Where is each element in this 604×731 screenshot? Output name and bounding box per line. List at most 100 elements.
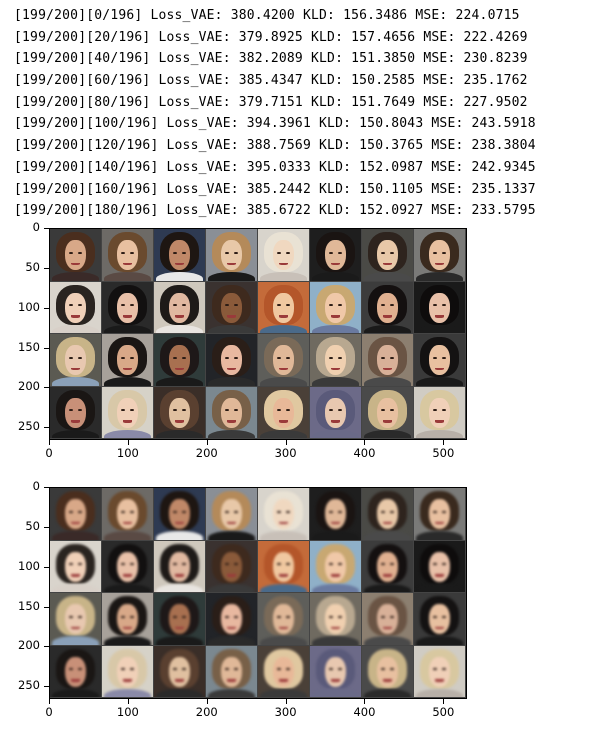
log-line: [199/200][40/196] Loss_VAE: 382.2089 KLD… (14, 51, 528, 67)
x-tick-mark (206, 699, 208, 704)
face-image (102, 386, 154, 439)
y-tick-mark (44, 606, 49, 608)
x-tick-mark (364, 699, 366, 704)
log-line: [199/200][80/196] Loss_VAE: 379.7151 KLD… (14, 94, 528, 110)
log-line: [199/200][140/196] Loss_VAE: 395.0333 KL… (14, 159, 536, 175)
face-image (414, 386, 466, 439)
face-image-grid (50, 229, 466, 439)
face-image (154, 334, 206, 387)
face-image (310, 229, 362, 282)
face-image (206, 281, 258, 334)
image-grid-axes (49, 228, 467, 440)
face-image (154, 229, 206, 282)
y-tick-mark (44, 566, 49, 568)
y-tick-mark (44, 487, 49, 488)
face-image (154, 540, 206, 593)
original-images-plot: 0 50 100 150 200 250 0 100 200 300 400 500 (0, 220, 604, 472)
x-tick-mark (443, 440, 445, 445)
y-tick-mark (44, 526, 49, 528)
y-tick-mark (44, 228, 49, 229)
face-image (362, 229, 414, 282)
face-image (50, 386, 102, 439)
face-image (206, 540, 258, 593)
face-image (310, 281, 362, 334)
face-image (414, 645, 466, 698)
face-image (102, 334, 154, 387)
face-image (414, 540, 466, 593)
x-tick-mark (285, 699, 287, 704)
x-tick-mark (285, 440, 287, 445)
x-tick-label: 0 (45, 446, 53, 460)
log-line: [199/200][100/196] Loss_VAE: 394.3961 KL… (14, 116, 536, 132)
y-tick-label: 150 (18, 339, 40, 354)
y-tick-label: 250 (18, 678, 40, 693)
x-tick-label: 0 (45, 705, 53, 719)
face-image (102, 645, 154, 698)
face-image (206, 593, 258, 646)
face-image (50, 229, 102, 282)
y-tick-mark (44, 307, 49, 309)
face-image (154, 386, 206, 439)
face-image (310, 386, 362, 439)
face-image (310, 593, 362, 646)
face-image (50, 488, 102, 541)
face-image (362, 645, 414, 698)
face-image (50, 593, 102, 646)
y-tick-label: 100 (18, 299, 40, 314)
x-tick-mark (127, 440, 129, 445)
face-image (206, 334, 258, 387)
log-line: [199/200][60/196] Loss_VAE: 385.4347 KLD… (14, 73, 528, 89)
face-image (206, 645, 258, 698)
face-image (258, 334, 310, 387)
face-image (102, 540, 154, 593)
y-tick-label: 100 (18, 558, 40, 573)
face-image (102, 593, 154, 646)
x-tick-label: 200 (195, 705, 218, 719)
x-tick-mark (49, 699, 50, 704)
face-image (154, 281, 206, 334)
y-tick-mark (44, 686, 49, 688)
face-image (154, 645, 206, 698)
face-image (310, 540, 362, 593)
face-image (362, 488, 414, 541)
face-image (258, 386, 310, 439)
x-tick-label: 500 (432, 446, 455, 460)
face-image (362, 281, 414, 334)
y-tick-mark (44, 347, 49, 349)
log-line: [199/200][180/196] Loss_VAE: 385.6722 KL… (14, 203, 536, 219)
face-image (414, 488, 466, 541)
x-tick-label: 200 (195, 446, 218, 460)
face-image (102, 488, 154, 541)
face-image (362, 540, 414, 593)
face-image-grid (50, 488, 466, 698)
face-image (206, 488, 258, 541)
x-tick-label: 100 (116, 705, 139, 719)
face-image (362, 386, 414, 439)
y-tick-label: 50 (25, 259, 40, 274)
x-tick-label: 100 (116, 446, 139, 460)
x-tick-label: 400 (353, 705, 376, 719)
face-image (258, 281, 310, 334)
face-image (50, 540, 102, 593)
training-log: [199/200][0/196] Loss_VAE: 380.4200 KLD:… (14, 5, 599, 222)
x-tick-mark (364, 440, 366, 445)
y-tick-label: 0 (32, 479, 40, 493)
log-line: [199/200][160/196] Loss_VAE: 385.2442 KL… (14, 181, 536, 197)
x-tick-label: 500 (432, 705, 455, 719)
face-image (154, 488, 206, 541)
face-image (258, 488, 310, 541)
face-image (362, 334, 414, 387)
face-image (50, 281, 102, 334)
face-image (50, 334, 102, 387)
y-tick-label: 150 (18, 598, 40, 613)
x-tick-label: 300 (274, 705, 297, 719)
y-tick-mark (44, 267, 49, 269)
face-image (50, 645, 102, 698)
face-image (414, 334, 466, 387)
face-image (414, 229, 466, 282)
y-tick-mark (44, 646, 49, 648)
face-image (206, 386, 258, 439)
x-tick-label: 400 (353, 446, 376, 460)
x-tick-label: 300 (274, 446, 297, 460)
face-image (310, 334, 362, 387)
